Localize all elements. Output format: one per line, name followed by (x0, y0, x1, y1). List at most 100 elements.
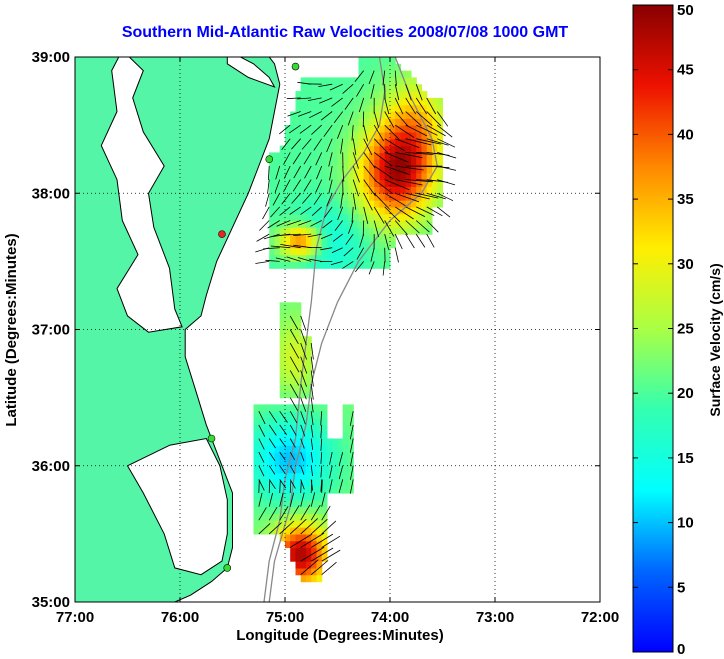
velocity-cell (279, 145, 286, 153)
velocity-cell (327, 479, 333, 487)
velocity-cell (379, 159, 386, 167)
current-vector (426, 165, 450, 169)
velocity-cell (348, 152, 354, 160)
velocity-cell (311, 411, 317, 419)
velocity-cell (300, 186, 307, 194)
velocity-cell (337, 479, 344, 487)
velocity-cell (342, 200, 349, 208)
current-vector (373, 220, 379, 238)
velocity-cell (269, 172, 275, 181)
velocity-cell (327, 261, 333, 269)
velocity-cell (264, 411, 270, 419)
velocity-cell (321, 431, 328, 440)
velocity-cell (279, 343, 286, 351)
velocity-cell (358, 213, 365, 222)
velocity-cell (374, 213, 380, 222)
land-layer (75, 57, 281, 602)
velocity-cell (290, 465, 296, 474)
current-vector (268, 165, 270, 181)
velocity-cell (311, 540, 317, 549)
velocity-cell (311, 193, 317, 201)
velocity-cell (300, 452, 307, 460)
velocity-cell (379, 172, 386, 181)
velocity-cell (306, 111, 312, 119)
velocity-cell (369, 57, 375, 65)
bathymetry-contour (268, 57, 438, 602)
velocity-cell (363, 111, 370, 119)
velocity-cell (358, 131, 365, 140)
velocity-cell (300, 418, 307, 426)
current-vector (349, 411, 354, 426)
colorbar-tick-label: 15 (677, 450, 694, 467)
velocity-cell (306, 424, 312, 433)
velocity-cell (285, 411, 291, 419)
velocity-cell (416, 118, 422, 126)
velocity-cell (306, 493, 312, 501)
velocity-cell (374, 186, 380, 194)
current-vector (310, 220, 322, 227)
current-vector (343, 247, 354, 257)
velocity-cell (353, 254, 359, 262)
velocity-cell (264, 445, 270, 453)
velocity-cell (306, 411, 312, 419)
y-tick-label: 36:00 (32, 458, 70, 475)
current-vector (384, 220, 395, 237)
velocity-cell (300, 472, 307, 480)
current-vector (320, 111, 333, 121)
velocity-cell (327, 111, 333, 119)
velocity-cell (384, 97, 391, 106)
velocity-cell (421, 200, 428, 208)
velocity-cell (374, 111, 380, 119)
velocity-cell (353, 172, 359, 181)
velocity-cell (327, 104, 333, 113)
velocity-cell (363, 63, 370, 72)
current-vector (384, 234, 390, 250)
velocity-cell (321, 418, 328, 426)
velocity-cell (321, 172, 328, 181)
velocity-cell (342, 479, 349, 487)
velocity-cell (369, 213, 375, 222)
velocity-cell (363, 234, 370, 242)
velocity-cell (285, 200, 291, 208)
velocity-cell (374, 97, 380, 106)
velocity-cell (327, 152, 333, 160)
velocity-cell (300, 574, 307, 583)
velocity-cell (285, 254, 291, 262)
colorbar-tick-label: 30 (677, 256, 694, 273)
current-vector (351, 125, 354, 141)
velocity-cell (405, 138, 412, 147)
velocity-cell (290, 200, 296, 208)
velocity-cell (321, 513, 328, 521)
radar-station (291, 62, 300, 71)
velocity-cell (379, 152, 386, 160)
current-vector (272, 193, 281, 206)
velocity-cell (306, 445, 312, 453)
velocity-cell (311, 458, 317, 467)
velocity-cell (321, 91, 328, 99)
velocity-cell (363, 240, 370, 249)
velocity-cell (400, 77, 407, 85)
velocity-cell (411, 118, 417, 126)
velocity-cell (405, 186, 412, 194)
velocity-cell (300, 131, 307, 140)
current-vector (328, 179, 333, 194)
velocity-cell (384, 118, 391, 126)
velocity-cell (311, 261, 317, 269)
velocity-cell (363, 91, 370, 99)
velocity-cell (411, 104, 417, 113)
velocity-cell (300, 193, 307, 201)
velocity-cell (374, 77, 380, 85)
velocity-cell (321, 499, 328, 508)
current-vector (279, 479, 287, 489)
current-vector (300, 479, 305, 490)
velocity-cell (300, 520, 307, 528)
velocity-cell (295, 315, 302, 324)
velocity-cell (411, 91, 417, 99)
velocity-cell (369, 179, 375, 187)
current-vector (288, 124, 301, 134)
velocity-cell (321, 506, 328, 514)
velocity-cell (332, 193, 338, 201)
velocity-cell (316, 465, 323, 474)
velocity-cell (285, 363, 291, 371)
velocity-cell (279, 431, 286, 440)
